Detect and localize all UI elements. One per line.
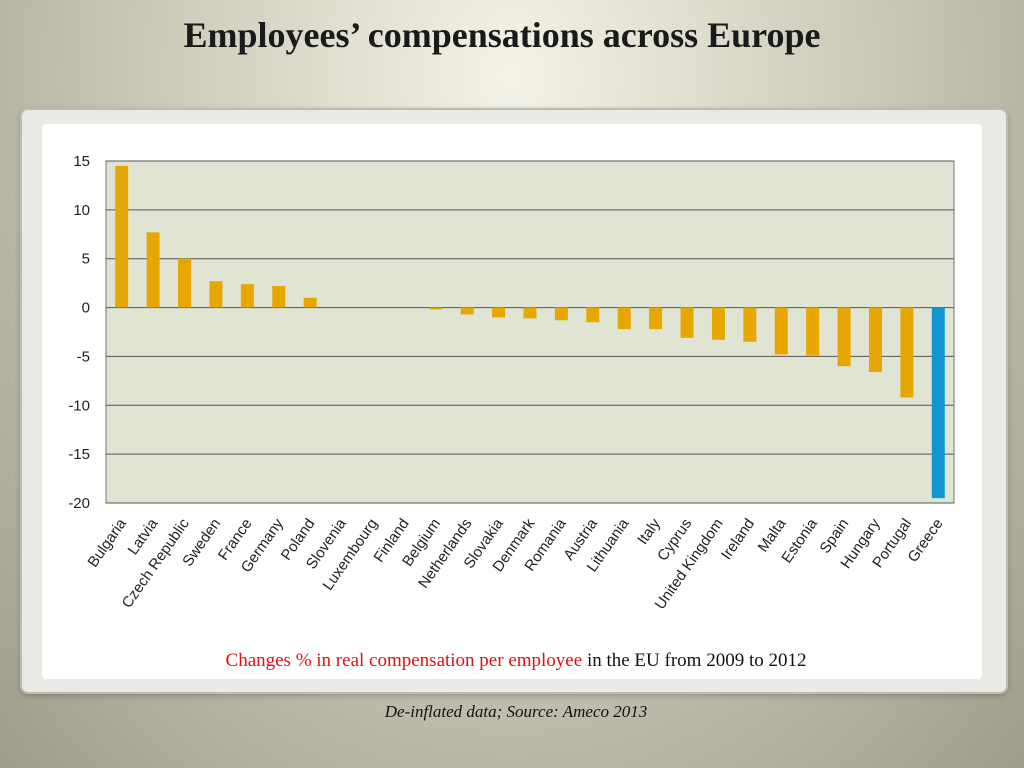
y-tick-label: 15 [73, 153, 90, 170]
source-note: De-inflated data; Source: Ameco 2013 [384, 702, 648, 721]
bar-bulgaria [115, 165, 129, 308]
bar-slovakia [492, 307, 506, 318]
bar-latvia [146, 232, 160, 308]
bar-lithuania [617, 307, 631, 330]
bar-greece [931, 307, 945, 499]
bar-poland [303, 297, 317, 308]
caption-highlight: Changes % in real compensation per emplo… [225, 650, 583, 671]
y-tick-label: 0 [82, 300, 90, 317]
y-tick-label: 5 [82, 251, 90, 268]
bar-belgium [429, 307, 443, 310]
bar-hungary [868, 307, 882, 373]
slide-title: Employees’ compensations across Europe [183, 15, 821, 55]
bar-italy [649, 307, 663, 330]
bar-denmark [523, 307, 537, 319]
y-tick-label: 10 [73, 202, 90, 219]
bar-malta [774, 307, 788, 355]
bar-germany [272, 286, 286, 308]
x-category-label: Ireland [718, 516, 758, 563]
y-tick-label: -20 [68, 495, 90, 512]
bar-cyprus [680, 307, 694, 338]
bar-united-kingdom [711, 307, 725, 340]
bar-sweden [209, 281, 223, 308]
caption-rest: in the EU from 2009 to 2012 [582, 650, 807, 671]
bar-czech-republic [178, 258, 192, 308]
x-category-label: Bulgaria [84, 515, 130, 570]
bar-spain [837, 307, 851, 367]
y-tick-label: -5 [77, 348, 90, 365]
bar-austria [586, 307, 600, 323]
bar-france [240, 284, 254, 308]
bar-romania [554, 307, 568, 321]
bar-portugal [900, 307, 914, 398]
plot-area [105, 160, 955, 504]
y-tick-label: -10 [68, 397, 90, 414]
bar-estonia [806, 307, 820, 356]
x-category-label: Italy [634, 515, 664, 548]
chart-caption: Changes % in real compensation per emplo… [0, 650, 1024, 672]
bar-ireland [743, 307, 757, 342]
bar-netherlands [460, 307, 474, 315]
y-tick-label: -15 [68, 446, 90, 463]
